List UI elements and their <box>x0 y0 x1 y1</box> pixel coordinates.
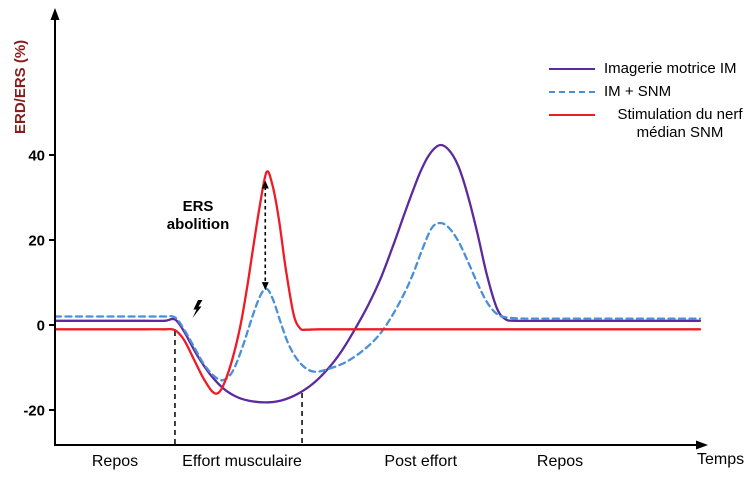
x-axis-arrowhead <box>696 440 708 450</box>
legend-label-snm: Stimulation du nerf médian SNM <box>617 105 743 142</box>
legend: Imagerie motrice IM IM + SNM Stimulation… <box>549 60 754 143</box>
curve-im <box>53 143 702 404</box>
y-axis-title: ERD/ERS (%) <box>12 39 29 134</box>
legend-label-im: Imagerie motrice IM <box>604 60 737 77</box>
phase-label: Repos <box>537 453 583 470</box>
legend-entry-snm: Stimulation du nerf médian SNM <box>549 106 754 144</box>
legend-line-sample-snm <box>549 113 595 116</box>
ers-arrow-head-top <box>261 180 269 189</box>
y-tick-label: 0 <box>37 318 45 335</box>
lightning-bolt-icon <box>191 300 204 323</box>
ers-arrow-head-bottom <box>261 282 269 291</box>
curve-snm <box>53 170 702 395</box>
phase-label: Post effort <box>384 453 457 470</box>
x-axis-title: Temps <box>697 451 745 468</box>
legend-entry-im-snm: IM + SNM <box>549 83 754 102</box>
legend-line-sample-im-snm <box>549 90 595 93</box>
phase-label: Repos <box>92 453 138 470</box>
ers-abolition-annotation: ERS abolition <box>166 198 230 233</box>
phase-label: Effort musculaire <box>182 453 302 470</box>
y-axis-arrowhead <box>50 8 60 20</box>
legend-label-im-snm: IM + SNM <box>604 82 672 100</box>
legend-entry-im: Imagerie motrice IM <box>549 60 754 79</box>
y-tick-label: 40 <box>28 148 45 165</box>
legend-line-sample-im <box>549 68 595 70</box>
curve-im-snm <box>53 221 702 382</box>
y-tick-label: 20 <box>28 233 45 250</box>
y-tick-label: -20 <box>23 403 45 420</box>
